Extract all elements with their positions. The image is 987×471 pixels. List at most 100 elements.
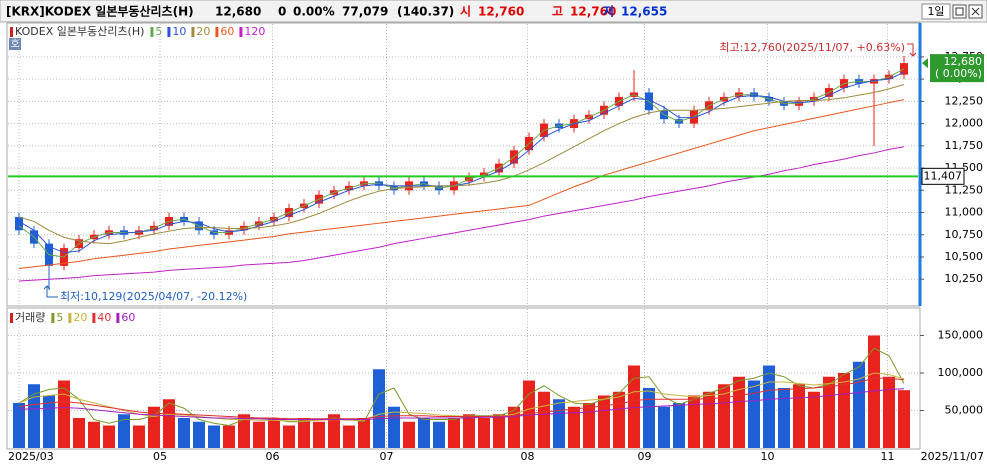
volume-bar xyxy=(883,376,895,448)
badge-box xyxy=(9,38,21,50)
volume-bar xyxy=(823,376,835,448)
x-tick-label: 10 xyxy=(761,450,775,463)
legend-entry: 5 xyxy=(56,311,63,324)
open-value: 12,760 xyxy=(478,5,524,19)
x-tick-label: 11 xyxy=(881,450,895,463)
legend-entry: 20 xyxy=(196,25,210,38)
ma-line xyxy=(18,377,905,420)
volume-bar xyxy=(103,425,115,448)
high-note: 최고:12,760(2025/11/07, +0.63%) xyxy=(719,41,905,54)
volume-bar xyxy=(598,395,610,448)
legend-swatch xyxy=(92,313,96,323)
x-tick-label: 07 xyxy=(380,450,394,463)
legend-entry: 10 xyxy=(172,25,186,38)
close-icon xyxy=(971,7,980,16)
legend-swatch xyxy=(191,27,195,37)
volume-bar xyxy=(328,414,340,448)
legend-swatch xyxy=(51,313,55,323)
volume-bar xyxy=(118,414,130,448)
restore-icon xyxy=(955,7,964,16)
volume-pane xyxy=(6,307,921,450)
ma-line xyxy=(18,83,905,245)
legend-title: 거래량 xyxy=(15,311,45,324)
volume-bar xyxy=(718,384,730,448)
y-tick-label: 11,000 xyxy=(945,206,984,219)
volume-bar xyxy=(343,425,355,448)
y-tick-label: 11,250 xyxy=(945,183,984,196)
volume-bar xyxy=(13,403,25,448)
legend-swatch xyxy=(10,27,13,37)
volume-bar xyxy=(178,418,190,448)
volume-bar xyxy=(793,384,805,448)
volume-bar xyxy=(73,418,85,448)
y-tick-label: 12,000 xyxy=(945,117,984,130)
volume-bar xyxy=(628,365,640,448)
header-name: [KRX]KODEX 일본부동산리츠(H) xyxy=(6,4,194,19)
volume-bar xyxy=(433,421,445,448)
legend-swatch xyxy=(239,27,243,37)
volume-bar xyxy=(298,418,310,448)
reference-box xyxy=(921,167,965,185)
x-tick-label: 06 xyxy=(266,450,280,463)
badge: 호 xyxy=(10,38,19,50)
volume-bar xyxy=(853,361,865,448)
y-tick-label: 11,750 xyxy=(945,139,984,152)
volume-bar xyxy=(763,365,775,448)
header: [KRX]KODEX 일본부동산리츠(H) 12,680 0 0.00% 77,… xyxy=(0,0,987,23)
candle-body xyxy=(15,216,23,231)
volume-bar xyxy=(133,425,145,448)
volume-bar xyxy=(568,406,580,448)
ma-line xyxy=(18,99,905,270)
y-tick-label: 100,000 xyxy=(938,366,984,379)
y-tick-label: 12,250 xyxy=(945,94,984,107)
volume-bar xyxy=(208,425,220,448)
volume-bar xyxy=(868,335,880,448)
legend-title: KODEX 일본부동산리츠(H) xyxy=(15,24,144,38)
current-pct: ( 0.00%) xyxy=(935,67,982,80)
legend-swatch xyxy=(10,313,13,323)
volume-bar xyxy=(388,406,400,448)
y-tick-label: 10,500 xyxy=(945,250,984,263)
volume-bar xyxy=(748,380,760,448)
y-tick-label: 150,000 xyxy=(938,329,984,342)
current-box xyxy=(930,54,984,83)
ma-line xyxy=(18,71,905,254)
low-value: 12,655 xyxy=(621,5,667,19)
legend-entry: 120 xyxy=(244,25,265,38)
reference-label: 11,407 xyxy=(924,169,963,182)
volume-bar xyxy=(193,421,205,448)
volume-bar xyxy=(493,414,505,448)
header-price: 12,680 xyxy=(215,5,261,19)
volume-bar xyxy=(898,390,910,448)
period-button[interactable] xyxy=(921,3,951,20)
volume-bar xyxy=(58,380,70,448)
volume-bar xyxy=(373,369,385,448)
volume-bar xyxy=(613,391,625,448)
restore-button[interactable] xyxy=(952,4,967,19)
volume-bar xyxy=(778,388,790,448)
plot-layer: 12,75012,50012,25012,00011,75011,50011,2… xyxy=(8,24,984,463)
volume-bar xyxy=(643,388,655,448)
period-label[interactable]: 1일 xyxy=(927,4,944,18)
volume-bar xyxy=(403,421,415,448)
volume-bar xyxy=(268,418,280,448)
current-marker xyxy=(922,58,928,69)
volume-bar xyxy=(583,403,595,448)
volume-bar xyxy=(223,425,235,448)
legend-entry: 60 xyxy=(121,311,135,324)
x-tick-label: 08 xyxy=(521,450,535,463)
volume-bar xyxy=(163,399,175,448)
header-volume: 77,079 xyxy=(342,5,388,19)
ma-line xyxy=(19,388,905,420)
volume-bar xyxy=(253,421,265,448)
volume-bar xyxy=(463,414,475,448)
volume-bar xyxy=(313,421,325,448)
legend-swatch xyxy=(68,313,72,323)
header-bar xyxy=(0,0,987,23)
volume-bar xyxy=(238,414,250,448)
volume-bar xyxy=(148,406,160,448)
legend-entry: 5 xyxy=(155,25,162,38)
volume-bar xyxy=(838,373,850,448)
header-ratio: (140.37) xyxy=(397,5,454,19)
